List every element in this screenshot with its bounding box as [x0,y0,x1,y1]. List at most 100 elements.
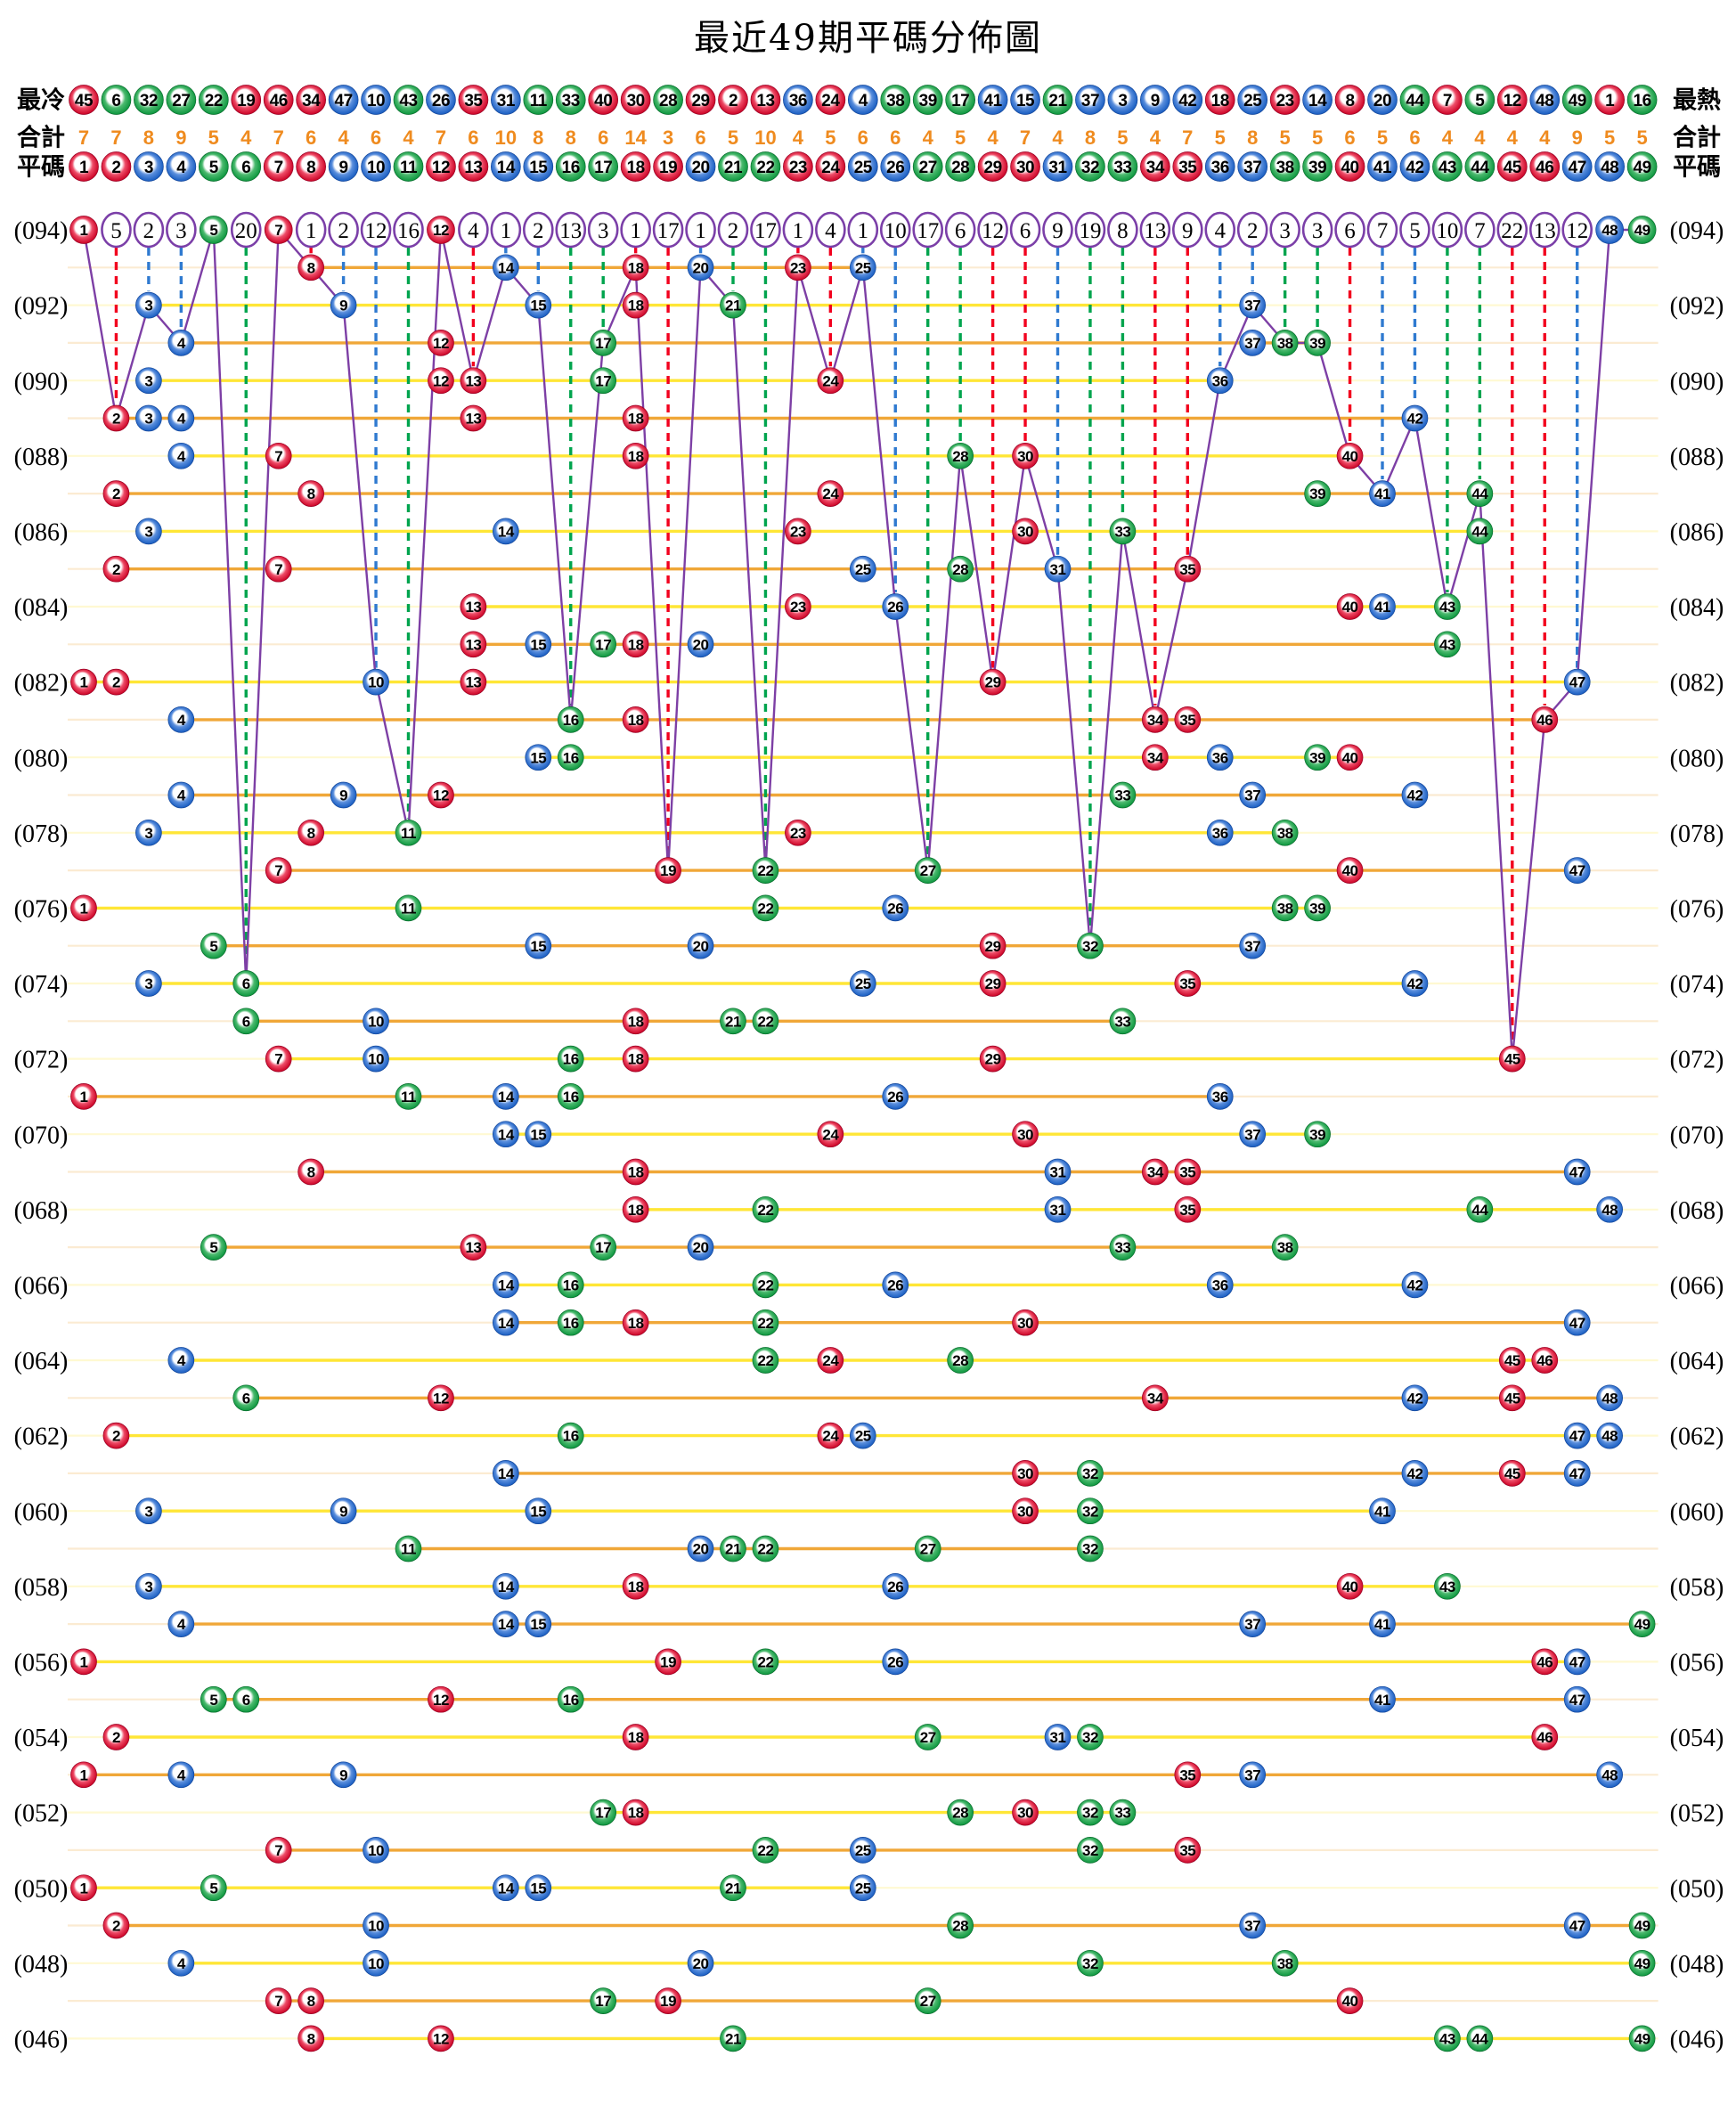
miss-circle-16: 13 [555,211,587,249]
cold-ball-34: 34 [296,85,326,115]
miss-count-11: 16 [397,219,420,243]
miss-count-45: 22 [1501,219,1523,243]
period-60-ball-label-30: 30 [1017,1503,1033,1520]
period-51-ball-label-25: 25 [855,1842,871,1859]
top-ball-12: 12 [427,216,455,244]
period-90-ball-label-13: 13 [465,372,481,389]
pingma-ball-32: 32 [1075,151,1105,182]
period-50-ball-1: 1 [70,1874,97,1902]
period-89-ball-42: 42 [1401,404,1429,432]
period-84-ball-26: 26 [882,593,909,620]
period-53-ball-label-35: 35 [1179,1766,1195,1783]
period-93-ball-14: 14 [492,254,519,281]
miss-circle-22: 17 [750,211,781,249]
pingma-ball-label-36: 36 [1211,159,1229,177]
period-89-ball-label-4: 4 [177,411,186,428]
miss-dash-lines [114,248,1579,1045]
period-58-ball-label-18: 18 [628,1579,644,1595]
miss-count-37: 2 [1247,219,1259,243]
period-73-ball-label-33: 33 [1114,1013,1130,1030]
pingma-ball-35: 35 [1172,151,1203,182]
period-53-ball-label-1: 1 [80,1766,88,1783]
period-67-ball-13: 13 [460,1234,487,1261]
row-label-right-76: (076) [1670,895,1724,923]
total-count-13: 6 [468,126,478,149]
period-80-ball-39: 39 [1304,744,1331,771]
period-76-ball-label-39: 39 [1309,901,1325,918]
cold-ball-label-39: 39 [919,92,937,110]
period-74-ball-label-35: 35 [1179,975,1195,992]
period-77-ball-label-22: 22 [757,862,773,879]
period-70-ball-24: 24 [817,1121,844,1148]
period-46-ball-label-21: 21 [725,2031,741,2048]
period-91-ball-37: 37 [1239,330,1267,356]
row-label-left-82: (082) [14,670,69,698]
row-label-right-82: (082) [1670,670,1724,698]
period-74-ball-label-42: 42 [1406,975,1422,992]
pingma-ball-45: 45 [1496,151,1528,182]
period-68-ball-label-22: 22 [757,1202,773,1219]
period-91-ball-label-38: 38 [1277,335,1293,352]
period-68-ball-31: 31 [1044,1195,1072,1223]
period-72-ball-label-45: 45 [1504,1051,1520,1068]
row-label-left-70: (070) [14,1122,69,1149]
miss-count-3: 2 [143,219,155,243]
cold-ball-20: 20 [1367,85,1398,115]
period-61-ball-label-47: 47 [1569,1465,1585,1482]
cold-ball-label-10: 10 [367,92,385,110]
period-64-ball-46: 46 [1531,1347,1559,1374]
period-92-ball-label-37: 37 [1244,298,1260,314]
period-69-ball-label-35: 35 [1179,1164,1195,1181]
period-86-ball-30: 30 [1012,518,1039,545]
period-62-ball-16: 16 [557,1422,584,1449]
period-70-ball-label-39: 39 [1309,1126,1325,1143]
cold-ball-label-47: 47 [335,92,353,110]
period-76-ball-label-26: 26 [887,901,903,918]
period-60-ball-30: 30 [1012,1497,1039,1525]
period-93-ball-label-23: 23 [790,259,806,276]
miss-count-42: 5 [1409,219,1421,243]
cold-ball-label-4: 4 [859,92,868,110]
period-72-ball-label-10: 10 [368,1051,384,1068]
miss-circle-3: 2 [133,211,165,249]
miss-count-23: 1 [793,219,804,243]
period-47-ball-27: 27 [914,1987,941,2014]
cold-ball-15: 15 [1010,85,1040,115]
period-68-ball-label-31: 31 [1050,1202,1066,1219]
period-79-ball-label-12: 12 [433,787,449,804]
period-76-ball-label-38: 38 [1277,901,1293,918]
period-79-ball-label-9: 9 [339,787,347,804]
period-60-ball-label-9: 9 [339,1503,347,1520]
miss-count-9: 2 [338,219,349,243]
pingma-ball-30: 30 [1010,151,1040,182]
cold-ball-26: 26 [426,85,456,115]
miss-circle-8: 1 [295,211,327,249]
period-65-ball-22: 22 [752,1309,779,1336]
top-ball-label-48: 48 [1602,222,1618,239]
period-78-ball-label-36: 36 [1212,825,1228,842]
period-63-ball-label-45: 45 [1504,1390,1520,1407]
total-count-4: 9 [175,126,186,149]
total-count-7: 7 [273,126,284,149]
period-61-ball-32: 32 [1077,1460,1104,1487]
pingma-ball-label-34: 34 [1146,159,1165,177]
period-87-ball-44: 44 [1466,480,1494,507]
period-80-ball-40: 40 [1336,744,1364,771]
period-67-ball-38: 38 [1271,1234,1299,1261]
period-63-ball-6: 6 [232,1384,260,1412]
pingma-ball-label-29: 29 [984,159,1002,177]
period-59-ball-27: 27 [914,1535,941,1562]
row-label-right-68: (068) [1670,1197,1724,1225]
cold-ball-40: 40 [588,85,619,115]
row-label-left-60: (060) [14,1498,69,1526]
period-56-ball-1: 1 [70,1648,97,1676]
period-48-ball-4: 4 [167,1949,195,1977]
period-91-ball-17: 17 [590,330,617,356]
period-90-ball-36: 36 [1206,367,1234,395]
pingma-ball-31: 31 [1042,151,1073,182]
period-65-ball-label-30: 30 [1017,1315,1033,1332]
period-76-ball-label-11: 11 [401,901,416,918]
period-87-ball-8: 8 [297,480,324,507]
miss-circle-14: 1 [490,211,522,249]
